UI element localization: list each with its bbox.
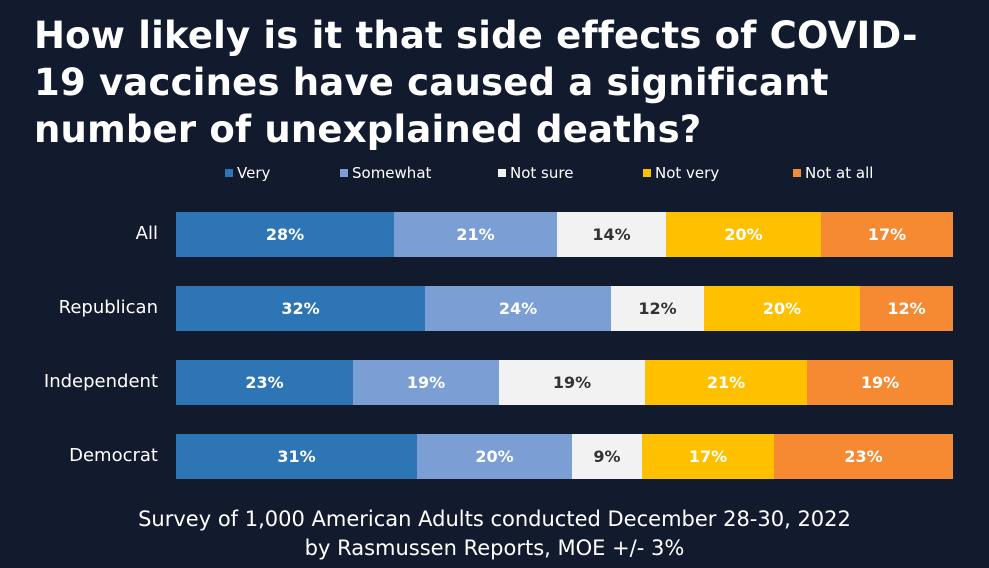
category-label: Independent xyxy=(43,371,158,392)
bar-value-label: 28% xyxy=(265,225,305,244)
bar-value-label: 19% xyxy=(860,373,900,392)
bar-value-label: 31% xyxy=(277,447,316,466)
legend-label: Not at all xyxy=(805,164,874,182)
bar-value-label: 20% xyxy=(762,299,802,318)
bar-value-label: 21% xyxy=(456,225,495,244)
bar-row-all: 28% 21% 14% 20% 17% xyxy=(176,212,953,257)
bar-value-label: 23% xyxy=(844,447,883,466)
bar-value-label: 19% xyxy=(552,373,592,392)
legend-swatch xyxy=(643,169,651,177)
bar-row-democrat: 31% 20% 9% 17% 23% xyxy=(176,434,953,479)
bar-segment-not-at-all: 17% xyxy=(821,212,953,257)
bar-segment-somewhat: 24% xyxy=(425,286,611,331)
legend-item-not-at-all: Not at all xyxy=(793,164,873,182)
bar-segment-not-sure: 14% xyxy=(557,212,666,257)
category-label: All xyxy=(135,223,158,244)
bar-value-label: 9% xyxy=(593,447,621,466)
bar-value-label: 14% xyxy=(592,225,631,244)
bar-value-label: 19% xyxy=(406,373,446,392)
bar-segment-not-sure: 12% xyxy=(611,286,704,331)
bar-value-label: 20% xyxy=(475,447,514,466)
bar-value-label: 23% xyxy=(245,373,284,392)
bar-segment-very: 28% xyxy=(176,212,394,257)
bar-segment-not-at-all: 12% xyxy=(860,286,953,331)
bar-value-label: 21% xyxy=(706,373,746,392)
bar-value-label: 17% xyxy=(867,225,907,244)
bar-segment-very: 32% xyxy=(176,286,425,331)
bar-segment-not-very: 20% xyxy=(704,286,860,331)
bar-value-label: 20% xyxy=(724,225,763,244)
bar-segment-somewhat: 19% xyxy=(353,360,499,405)
bar-value-label: 24% xyxy=(498,299,538,318)
bar-segment-not-very: 20% xyxy=(666,212,821,257)
legend-item-not-very: Not very xyxy=(643,164,719,182)
bar-row-independent: 23% 19% 19% 21% 19% xyxy=(176,360,953,405)
legend-label: Not sure xyxy=(510,164,574,182)
bar-segment-very: 23% xyxy=(176,360,353,405)
bar-value-label: 12% xyxy=(638,299,677,318)
bar-segment-very: 31% xyxy=(176,434,417,479)
bar-value-label: 12% xyxy=(887,299,926,318)
legend-item-somewhat: Somewhat xyxy=(340,164,431,182)
legend-swatch xyxy=(793,169,801,177)
bar-segment-not-sure: 9% xyxy=(572,434,642,479)
legend-label: Somewhat xyxy=(352,164,432,182)
bar-segment-not-sure: 19% xyxy=(499,360,645,405)
bar-row-republican: 32% 24% 12% 20% 12% xyxy=(176,286,953,331)
survey-source: by Rasmussen Reports, MOE +/- 3% xyxy=(304,536,685,560)
category-label: Democrat xyxy=(69,445,158,466)
chart-title: How likely is it that side effects of CO… xyxy=(34,14,918,151)
legend-label: Very xyxy=(237,164,271,182)
bar-segment-not-very: 21% xyxy=(645,360,807,405)
legend-item-not-sure: Not sure xyxy=(498,164,573,182)
bar-segment-not-at-all: 23% xyxy=(774,434,953,479)
legend-swatch xyxy=(225,169,233,177)
legend-item-very: Very xyxy=(225,164,270,182)
bar-segment-not-at-all: 19% xyxy=(807,360,953,405)
legend-label: Not very xyxy=(655,164,720,182)
survey-note: Survey of 1,000 American Adults conducte… xyxy=(138,507,851,531)
category-label: Republican xyxy=(58,297,158,318)
bar-value-label: 32% xyxy=(281,299,320,318)
bar-segment-not-very: 17% xyxy=(642,434,774,479)
bar-segment-somewhat: 21% xyxy=(394,212,557,257)
legend-swatch xyxy=(340,169,348,177)
bar-segment-somewhat: 20% xyxy=(417,434,572,479)
chart-legend: Very Somewhat Not sure Not very Not at all xyxy=(0,164,989,184)
bar-value-label: 17% xyxy=(688,447,728,466)
legend-swatch xyxy=(498,169,506,177)
